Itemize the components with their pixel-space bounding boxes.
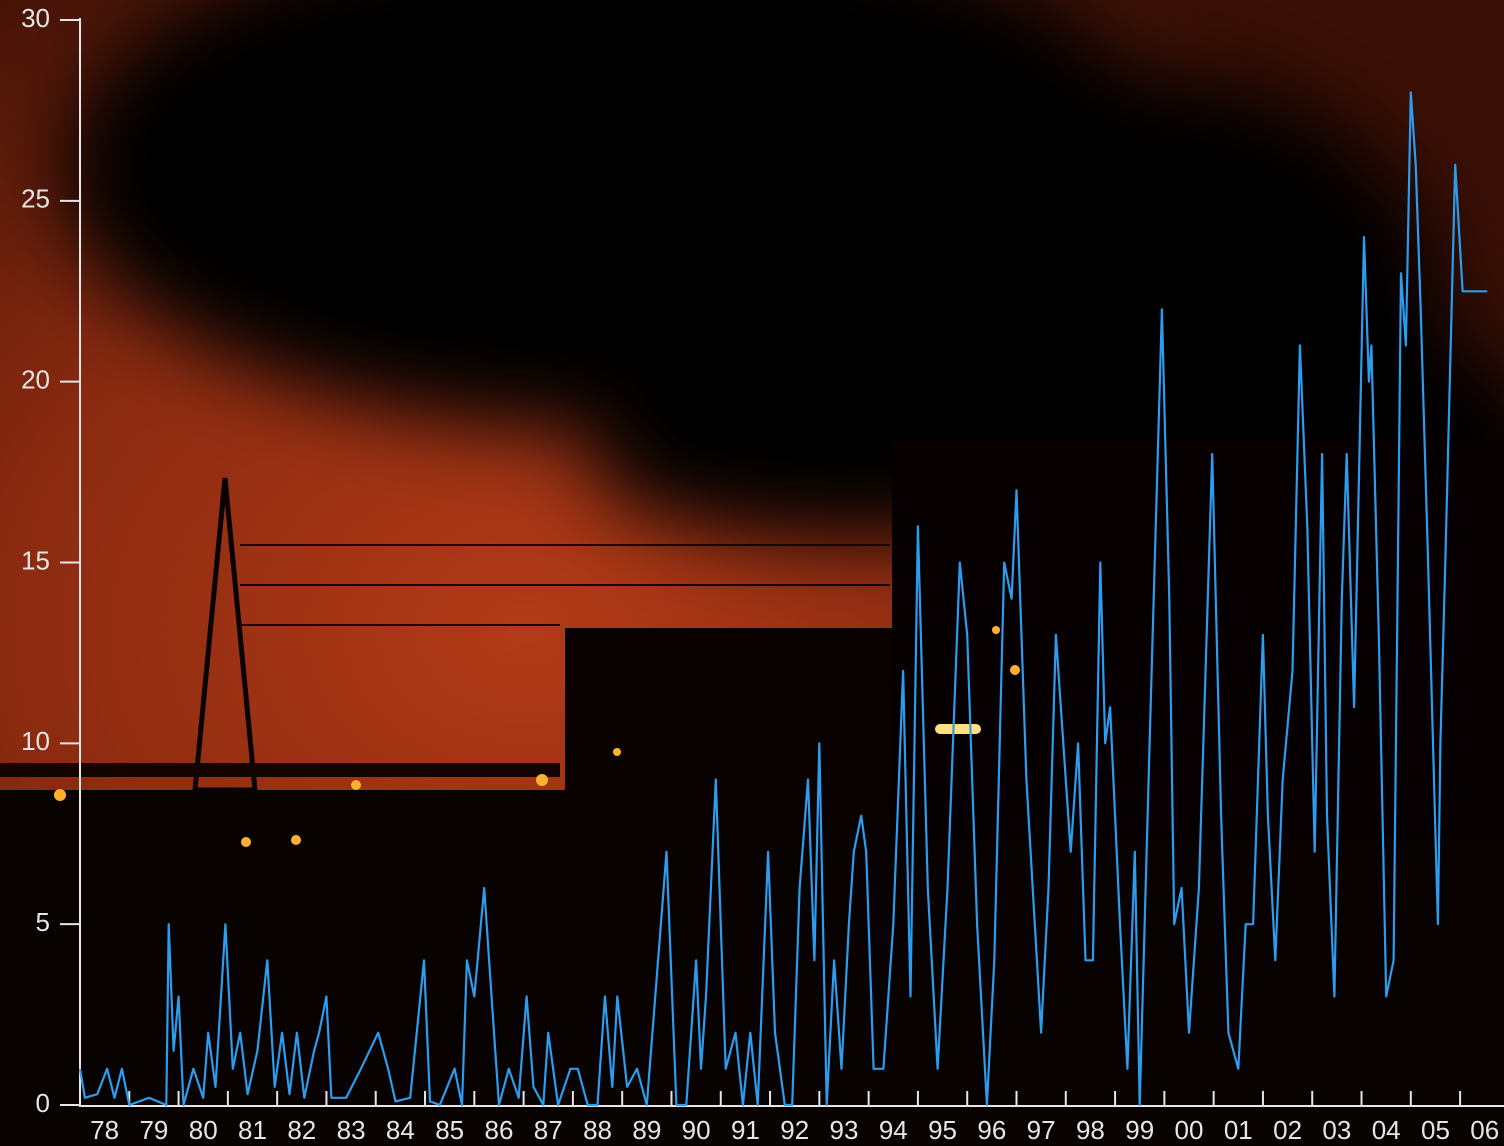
y-tick-label: 10 [21, 726, 50, 756]
x-tick-label: 93 [830, 1115, 859, 1145]
x-tick-label: 95 [928, 1115, 957, 1145]
x-tick-label: 90 [682, 1115, 711, 1145]
x-tick-label: 98 [1076, 1115, 1105, 1145]
x-tick-label: 85 [435, 1115, 464, 1145]
x-tick-label: 04 [1372, 1115, 1401, 1145]
x-tick-label: 99 [1125, 1115, 1154, 1145]
x-tick-label: 86 [484, 1115, 513, 1145]
x-tick-label: 83 [337, 1115, 366, 1145]
x-tick-label: 06 [1470, 1115, 1499, 1145]
x-tick-label: 03 [1322, 1115, 1351, 1145]
y-tick-label: 30 [21, 3, 50, 33]
x-tick-label: 97 [1027, 1115, 1056, 1145]
y-tick-label: 25 [21, 184, 50, 214]
x-tick-label: 02 [1273, 1115, 1302, 1145]
y-tick-label: 0 [36, 1088, 50, 1118]
x-tick-label: 79 [139, 1115, 168, 1145]
y-tick-label: 20 [21, 365, 50, 395]
x-tick-label: 01 [1224, 1115, 1253, 1145]
x-tick-label: 88 [583, 1115, 612, 1145]
x-tick-label: 05 [1421, 1115, 1450, 1145]
x-tick-label: 80 [189, 1115, 218, 1145]
x-tick-label: 78 [90, 1115, 119, 1145]
x-tick-label: 96 [977, 1115, 1006, 1145]
x-tick-label: 81 [238, 1115, 267, 1145]
x-tick-label: 89 [632, 1115, 661, 1145]
x-tick-label: 91 [731, 1115, 760, 1145]
y-tick-label: 15 [21, 545, 50, 575]
x-tick-label: 84 [386, 1115, 415, 1145]
x-tick-label: 94 [879, 1115, 908, 1145]
data-line [78, 91, 1488, 1107]
x-tick-label: 92 [780, 1115, 809, 1145]
x-tick-label: 00 [1175, 1115, 1204, 1145]
x-tick-label: 87 [534, 1115, 563, 1145]
y-tick-label: 5 [36, 907, 50, 937]
x-tick-label: 82 [287, 1115, 316, 1145]
